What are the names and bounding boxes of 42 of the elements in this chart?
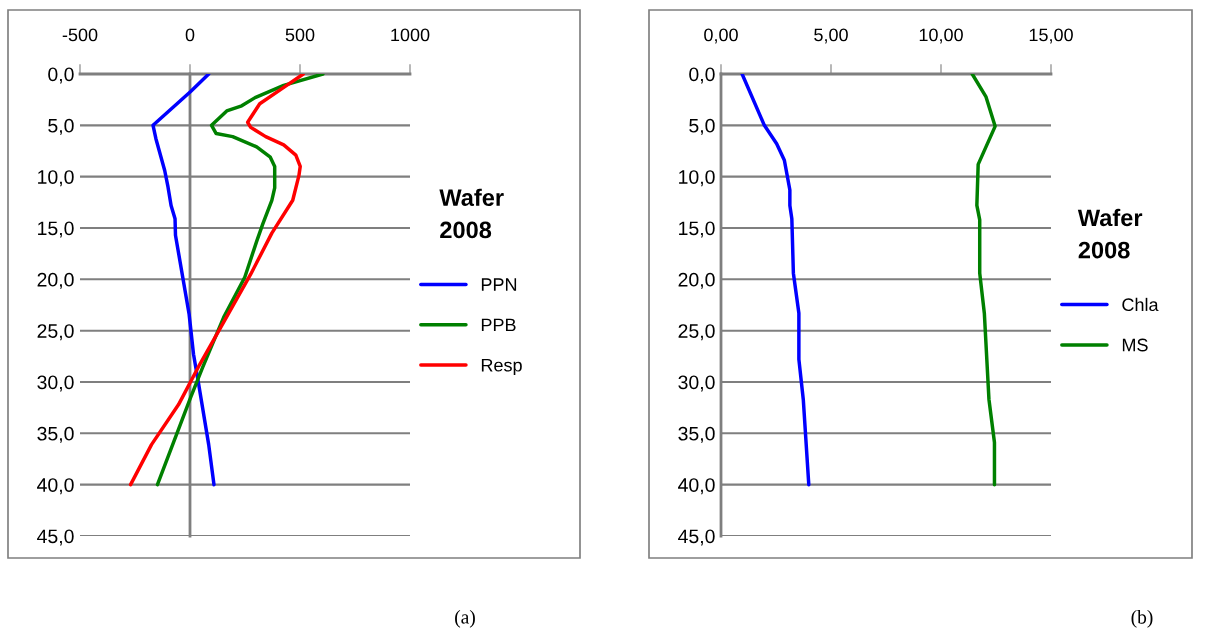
line-series bbox=[128, 74, 306, 487]
y-tick-label: 30,0 bbox=[37, 375, 74, 392]
y-tick-label: 0,0 bbox=[48, 67, 74, 84]
legend-label: Resp bbox=[481, 358, 522, 376]
y-tick-label: 15,0 bbox=[679, 221, 715, 238]
y-tick-label: 5,0 bbox=[48, 118, 74, 135]
line-series bbox=[740, 74, 811, 487]
x-tick-label: 0,00 bbox=[704, 28, 738, 44]
line-series bbox=[151, 74, 216, 487]
legend-label: MS bbox=[1122, 338, 1148, 352]
x-tick-label: 500 bbox=[285, 28, 315, 42]
legend-title: Wafer 2008 bbox=[439, 188, 504, 239]
text: (b) bbox=[1131, 610, 1153, 628]
y-tick-label: 10,0 bbox=[679, 170, 715, 187]
legend-label: PPB bbox=[481, 318, 516, 332]
text: (a) bbox=[455, 610, 475, 628]
y-tick-label: 0,0 bbox=[689, 67, 715, 84]
legend-label: Chla bbox=[1122, 297, 1159, 312]
line-series bbox=[155, 74, 325, 487]
x-tick-label: 5,00 bbox=[814, 28, 848, 44]
y-tick-label: 15,0 bbox=[38, 221, 74, 238]
x-tick-label: 0 bbox=[185, 28, 195, 42]
y-tick-label: 35,0 bbox=[678, 426, 715, 443]
y-tick-label: 10,0 bbox=[38, 170, 74, 187]
y-tick-label: 40,0 bbox=[37, 478, 74, 495]
line-series bbox=[970, 74, 997, 487]
x-tick-label: 15,00 bbox=[1029, 28, 1073, 44]
y-tick-label: 45,0 bbox=[678, 529, 715, 546]
y-tick-label: 20,0 bbox=[37, 272, 74, 289]
y-tick-label: 25,0 bbox=[678, 324, 715, 341]
y-tick-label: 25,0 bbox=[37, 324, 74, 341]
legend-title: Wafer 2008 bbox=[1077, 208, 1143, 259]
y-tick-label: 30,0 bbox=[678, 375, 715, 392]
y-tick-label: 35,0 bbox=[37, 426, 74, 443]
legend-label: PPN bbox=[481, 278, 517, 291]
x-tick-label: 10,00 bbox=[919, 28, 963, 44]
y-tick-label: 5,0 bbox=[689, 118, 715, 135]
x-tick-label: -500 bbox=[62, 28, 98, 42]
x-tick-label: 1000 bbox=[391, 28, 430, 42]
y-tick-label: 40,0 bbox=[678, 478, 715, 495]
y-tick-label: 20,0 bbox=[678, 272, 715, 289]
y-tick-label: 45,0 bbox=[37, 529, 74, 546]
